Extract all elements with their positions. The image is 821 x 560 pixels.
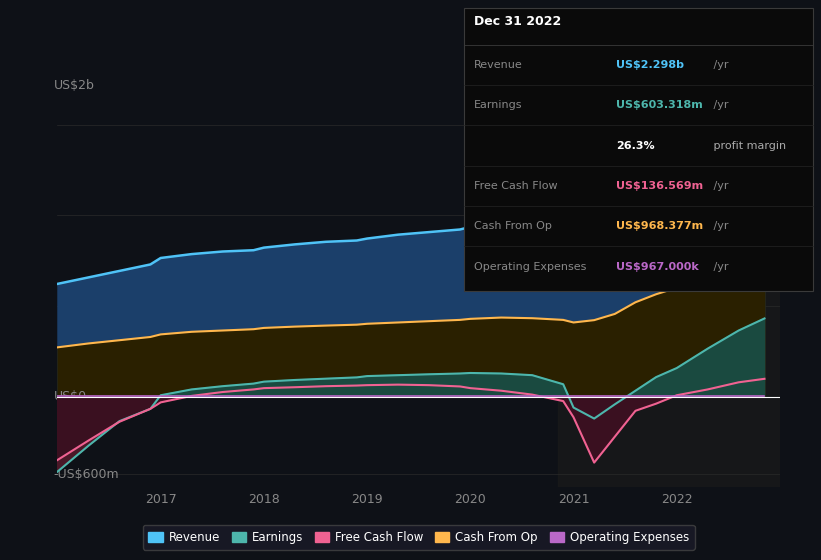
Bar <box>558 73 780 487</box>
Text: /yr: /yr <box>710 100 729 110</box>
Text: US$136.569m: US$136.569m <box>616 181 703 191</box>
Text: /yr: /yr <box>710 221 729 231</box>
Text: -US$600m: -US$600m <box>54 468 120 480</box>
Text: US$2b: US$2b <box>54 79 94 92</box>
Text: US$603.318m: US$603.318m <box>616 100 703 110</box>
Text: 26.3%: 26.3% <box>616 141 654 151</box>
Text: Operating Expenses: Operating Expenses <box>474 262 586 272</box>
Text: Free Cash Flow: Free Cash Flow <box>474 181 557 191</box>
Text: US$2.298b: US$2.298b <box>616 60 684 70</box>
Text: US$0: US$0 <box>54 390 87 403</box>
Text: Revenue: Revenue <box>474 60 522 70</box>
Text: US$967.000k: US$967.000k <box>616 262 699 272</box>
Text: /yr: /yr <box>710 60 729 70</box>
Text: US$968.377m: US$968.377m <box>616 221 703 231</box>
Text: Earnings: Earnings <box>474 100 522 110</box>
Text: Dec 31 2022: Dec 31 2022 <box>474 15 561 28</box>
Text: /yr: /yr <box>710 262 729 272</box>
Text: Cash From Op: Cash From Op <box>474 221 552 231</box>
Text: profit margin: profit margin <box>710 141 787 151</box>
Legend: Revenue, Earnings, Free Cash Flow, Cash From Op, Operating Expenses: Revenue, Earnings, Free Cash Flow, Cash … <box>143 525 695 550</box>
Text: /yr: /yr <box>710 181 729 191</box>
